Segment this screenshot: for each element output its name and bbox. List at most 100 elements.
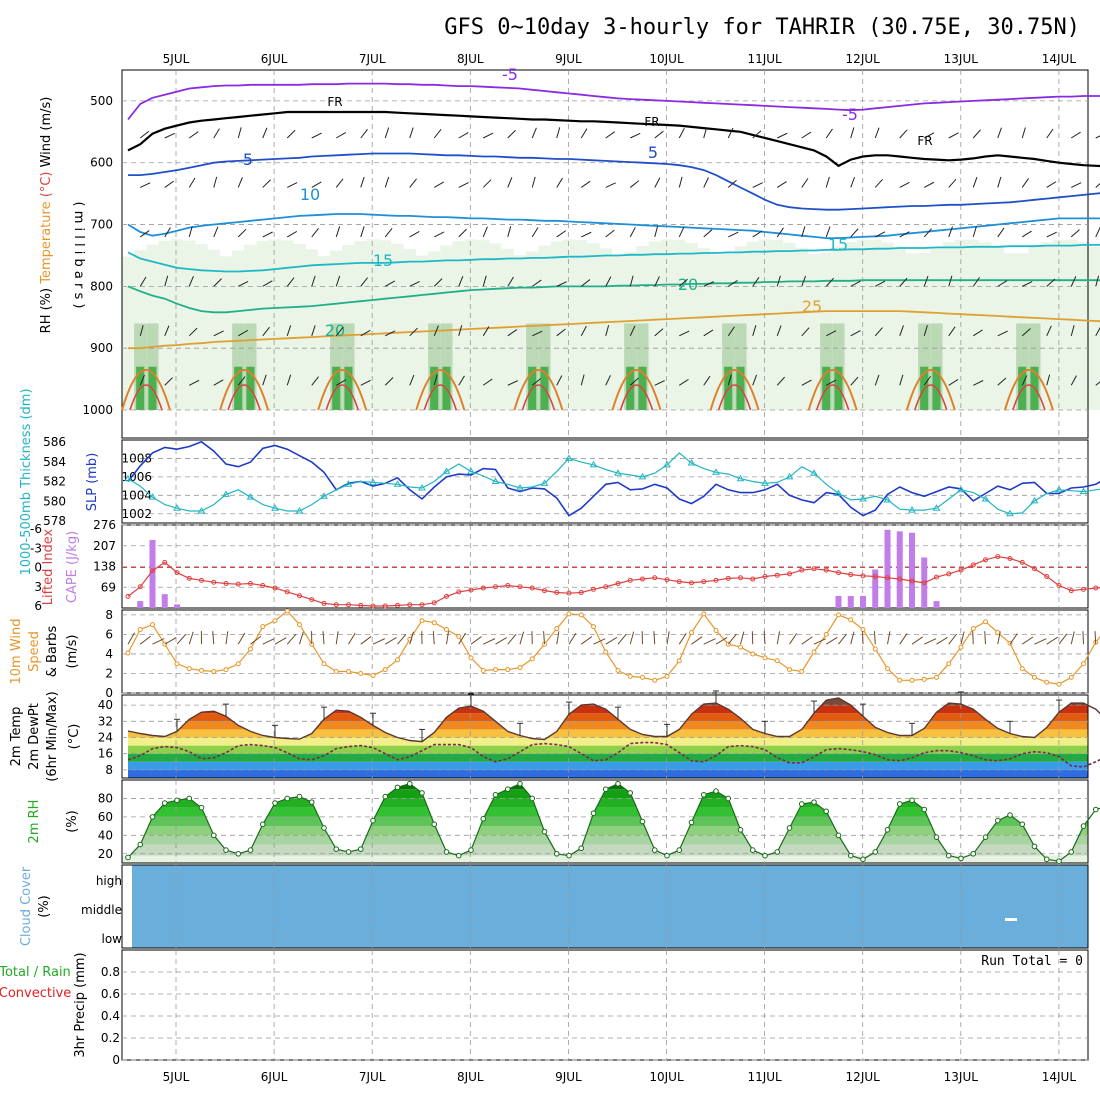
rh-marker [798,801,805,807]
temp-tick-label: 24 [98,731,113,745]
wind-barb [629,180,640,188]
isotherm--5 [127,82,1100,121]
top-date-labels: 5JUL 6JUL 7JUL 8JUL 9JUL 10JUL 11JUL 12JUL 13JUL… [163,52,1077,66]
surface-isotherm-arc [709,369,760,411]
thickness-marker [883,495,892,503]
wind-barb [1046,278,1056,287]
thickness-marker [810,469,818,476]
wind-barb [1082,631,1084,645]
surface-isotherm-arc [807,369,858,411]
rh-marker [664,852,670,859]
wind-barb [432,631,435,645]
wind-barb [654,177,661,188]
wind-speed-marker [811,649,817,655]
wind-speed-marker [1081,661,1086,667]
wind-barb [653,631,656,645]
wind-barb [605,229,615,238]
wind-speed-marker [591,624,596,630]
wind-barb [531,127,537,139]
rh-shade-column [391,243,404,410]
thickness-marker [1079,487,1088,495]
wind-speed-marker [211,669,217,675]
panel-frame [121,694,1089,779]
rh-shade-column [807,254,821,410]
wind-barb [838,633,847,645]
wind-barb [434,181,445,188]
wind-barb [213,128,220,139]
temp-line [127,697,1100,743]
date-label-bottom: 12JUL [846,1070,881,1084]
wind-barb [482,326,490,337]
wind-barb [532,330,543,337]
date-label-bottom: 11JUL [747,1070,782,1084]
wind-barb [873,631,876,645]
wind-barb [176,634,187,645]
wind-tick-label: 8 [105,608,113,622]
wind-barb [678,226,685,238]
panel-ylabel-part: 2m RH [27,800,42,844]
panel-ylabel-part: (6hr Min/Max) [45,691,60,781]
rh-shade-column [219,256,233,410]
wind-barb [924,638,937,645]
wind-barb [360,129,368,139]
isotherm-label: FR [644,115,659,129]
rh-marker [321,825,327,831]
thickness-marker [442,467,451,474]
wind-barb [1021,178,1029,188]
wind-barb [727,374,732,386]
wind-barb [972,329,983,337]
wind-speed-marker [1044,679,1050,685]
wind-barb [752,230,763,238]
isotherm-label: -5 [842,105,858,124]
wind-barb [703,229,713,238]
wind-barb [629,377,639,386]
panel-frame [121,949,1089,1061]
rh-marker [627,790,634,796]
cape-tick-label: 69 [101,580,116,594]
rh-marker [811,799,817,805]
rh-marker [1068,849,1075,855]
wind-barb [360,329,371,337]
li-marker [493,584,498,590]
rh-marker [933,834,940,840]
rh-marker [615,780,621,787]
isotherm-label: 20 [678,275,698,294]
wind-barb [556,177,563,188]
rh-shade-column [660,239,674,410]
li-marker [431,600,437,606]
temp-tick-label: 16 [98,747,113,761]
wind-barb [286,325,292,336]
rh-marker [431,821,438,828]
wind-speed-marker [983,619,988,625]
wind-barb [899,231,910,238]
wind-speed-marker [689,629,694,635]
rh-marker [161,800,168,806]
panel-ylabel: (%) [37,895,52,918]
rh-marker [909,797,915,804]
wind-barb [948,326,956,337]
cape-bar [872,569,879,608]
run-total-label: Run Total = 0 [981,954,1083,969]
date-label-bottom: 8JUL [457,1070,484,1084]
rh-shade-column [893,247,906,410]
li-marker [615,581,621,587]
wind-speed-marker [934,674,939,680]
thickness-marker [148,493,157,500]
wind-barb [580,279,591,287]
wind-barb [984,631,986,645]
li-marker [333,602,339,608]
wind-barb [728,231,739,238]
temp-band [128,713,1088,722]
li-marker [137,584,143,590]
wind-speed-marker [297,622,302,628]
li-marker [395,602,400,608]
li-marker [321,600,327,606]
wind-speed-marker [186,666,192,672]
rh-shade-column [305,249,318,410]
li-marker [517,584,523,590]
wind-barb [188,631,194,645]
thickness-marker [589,460,598,468]
li-marker [872,573,878,579]
wind-barb [213,176,218,188]
rh-marker [1043,856,1050,863]
